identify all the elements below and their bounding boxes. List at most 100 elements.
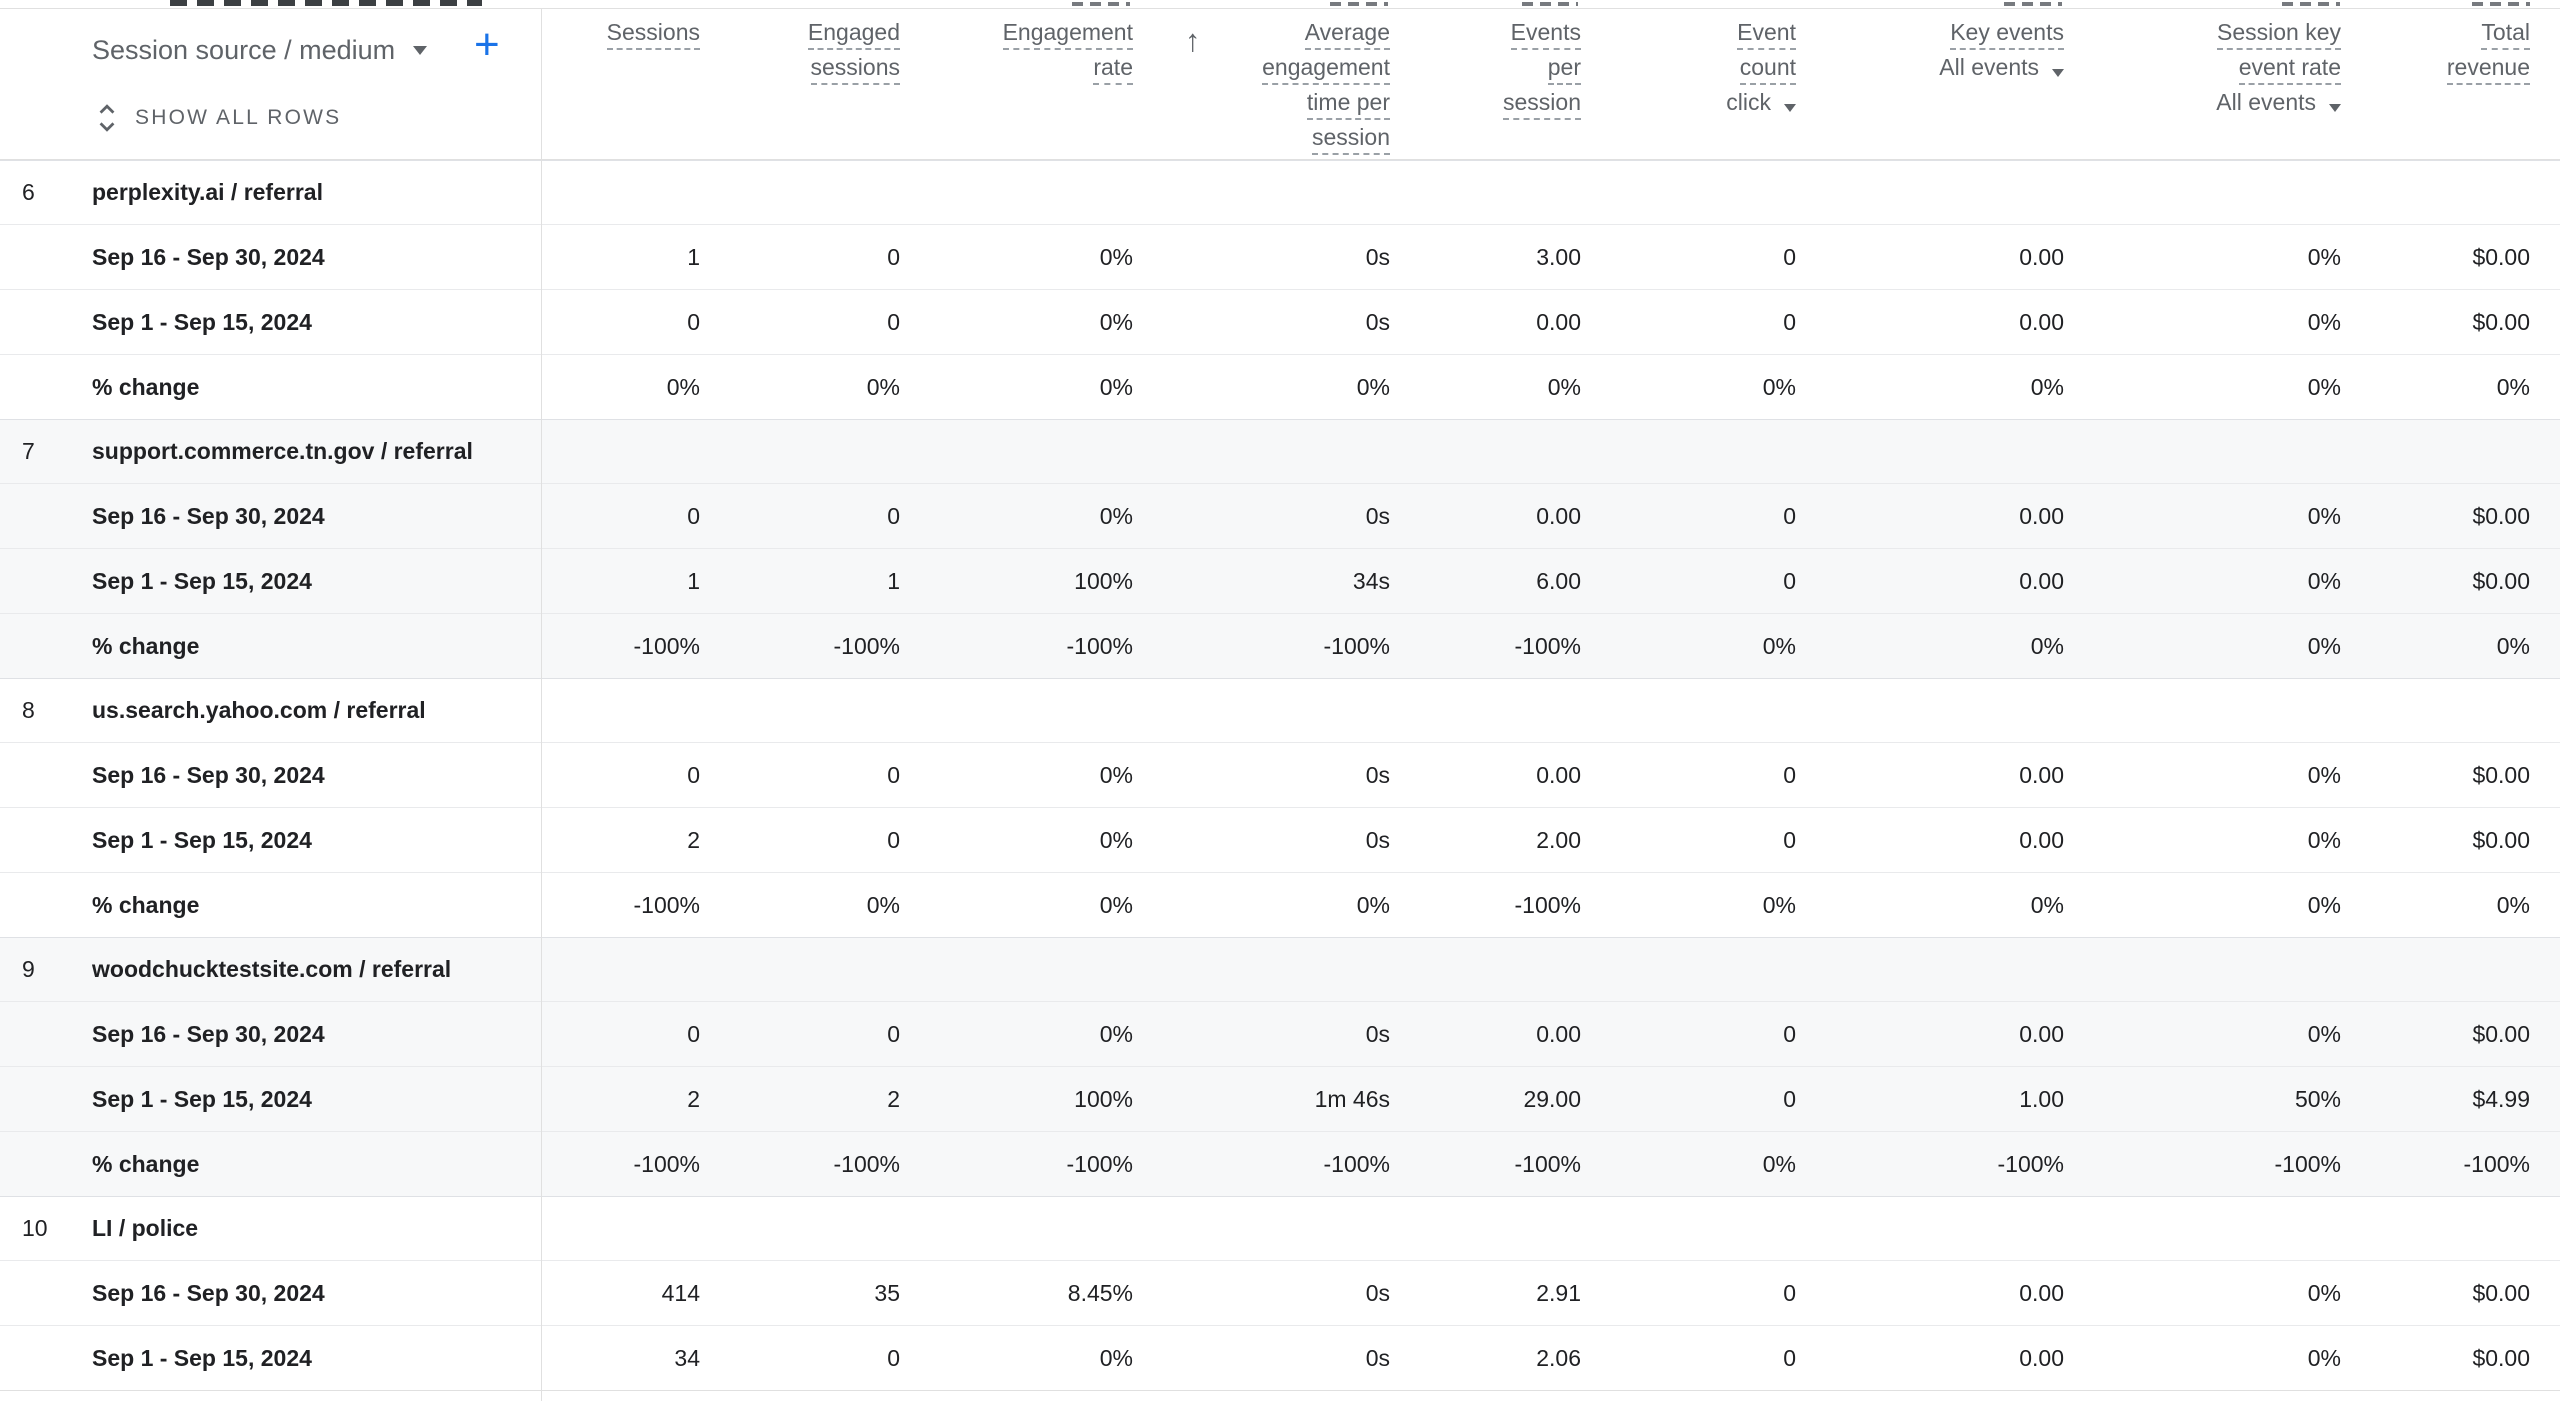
show-all-rows-label: SHOW ALL ROWS bbox=[135, 106, 342, 129]
column-header-label-line: session bbox=[1390, 89, 1581, 120]
cell-sessions: 2 bbox=[687, 1085, 700, 1112]
cell-key-events: 0% bbox=[2030, 373, 2064, 400]
column-header-label-line: Events bbox=[1390, 19, 1581, 50]
cell-key-events: 0.00 bbox=[2019, 761, 2064, 788]
cell-events-per-session: 29.00 bbox=[1523, 1085, 1581, 1112]
column-header-label-line: time per bbox=[1133, 89, 1390, 120]
cell-avg-engagement-time-per-session: 0s bbox=[1365, 1020, 1390, 1047]
cell-engaged-sessions: -100% bbox=[833, 1150, 900, 1177]
cell-avg-engagement-time-per-session: 0s bbox=[1365, 1344, 1390, 1371]
row-group-header: 6 perplexity.ai / referral bbox=[0, 160, 2560, 224]
dimension-label: Session source / medium bbox=[92, 35, 396, 65]
column-header-label-line: revenue bbox=[2341, 54, 2530, 85]
cell-engagement-rate: 0% bbox=[1099, 761, 1133, 788]
cell-sessions: -100% bbox=[633, 891, 700, 918]
cell-event-count: 0 bbox=[1783, 502, 1796, 529]
row-index: 7 bbox=[22, 438, 35, 464]
table-header: Session source / medium + SHOW ALL ROWS … bbox=[0, 9, 2560, 160]
cell-event-count: 0% bbox=[1762, 1150, 1796, 1177]
cell-total-revenue: $0.00 bbox=[2472, 1344, 2530, 1371]
column-header-engaged-sessions[interactable]: Engaged sessions bbox=[700, 9, 900, 159]
column-header-label-line: event rate bbox=[2064, 54, 2341, 85]
column-header-key-events[interactable]: Key events All events bbox=[1796, 9, 2064, 159]
cell-engagement-rate: -100% bbox=[1066, 1150, 1133, 1177]
cell-total-revenue: $0.00 bbox=[2472, 567, 2530, 594]
cell-event-count: 0% bbox=[1762, 891, 1796, 918]
row-label: % change bbox=[92, 373, 200, 400]
row-label: Sep 16 - Sep 30, 2024 bbox=[92, 243, 325, 270]
source-medium-value: support.commerce.tn.gov / referral bbox=[92, 438, 473, 464]
cell-session-key-event-rate: 0% bbox=[2307, 243, 2341, 270]
cell-session-key-event-rate: 50% bbox=[2294, 1085, 2341, 1112]
cell-events-per-session: 0.00 bbox=[1536, 502, 1581, 529]
chevron-down-icon bbox=[1784, 104, 1796, 112]
cell-total-revenue: $0.00 bbox=[2472, 1279, 2530, 1306]
cell-avg-engagement-time-per-session: 0s bbox=[1365, 826, 1390, 853]
cell-sessions: 0 bbox=[687, 1020, 700, 1047]
cell-key-events: 0.00 bbox=[2019, 567, 2064, 594]
column-header-sessions[interactable]: Sessions bbox=[541, 9, 700, 159]
table-row: Sep 1 - Sep 15, 2024 2 2 100% 1m 46s 29.00 0 1.… bbox=[0, 1066, 2560, 1131]
column-header-events-per-session[interactable]: Events per session bbox=[1390, 9, 1581, 159]
cell-total-revenue: $0.00 bbox=[2472, 502, 2530, 529]
cell-total-revenue: $0.00 bbox=[2472, 761, 2530, 788]
cell-key-events: -100% bbox=[1997, 1150, 2064, 1177]
row-group: 10 LI / police Sep 16 - Sep 30, 2024 414 35 8… bbox=[0, 1196, 2560, 1390]
cell-engaged-sessions: 1 bbox=[887, 567, 900, 594]
cell-key-events: 0.00 bbox=[2019, 1344, 2064, 1371]
show-all-rows-button[interactable]: SHOW ALL ROWS bbox=[94, 103, 341, 133]
cell-engaged-sessions: 0 bbox=[887, 826, 900, 853]
row-label: Sep 16 - Sep 30, 2024 bbox=[92, 761, 325, 788]
cell-session-key-event-rate: 0% bbox=[2307, 1020, 2341, 1047]
cell-session-key-event-rate: 0% bbox=[2307, 567, 2341, 594]
cell-events-per-session: -100% bbox=[1514, 632, 1581, 659]
cell-event-count: 0 bbox=[1783, 761, 1796, 788]
event-count-event-dropdown[interactable]: click bbox=[1581, 89, 1796, 115]
clipped-number-fragment bbox=[1522, 2, 1578, 6]
column-header-event-count[interactable]: Event count click bbox=[1581, 9, 1796, 159]
cell-key-events: 0.00 bbox=[2019, 826, 2064, 853]
cell-sessions: 1 bbox=[687, 567, 700, 594]
cell-avg-engagement-time-per-session: 1m 46s bbox=[1314, 1085, 1390, 1112]
row-group: 6 perplexity.ai / referral Sep 16 - Sep 30… bbox=[0, 160, 2560, 419]
cell-events-per-session: 0.00 bbox=[1536, 1020, 1581, 1047]
row-group-header: 7 support.commerce.tn.gov / referral bbox=[0, 419, 2560, 483]
column-header-total-revenue[interactable]: Total revenue bbox=[2341, 9, 2560, 159]
row-label: % change bbox=[92, 891, 200, 918]
cell-session-key-event-rate: 0% bbox=[2307, 761, 2341, 788]
session-key-event-rate-event-dropdown[interactable]: All events bbox=[2064, 89, 2341, 115]
add-dimension-button[interactable]: + bbox=[474, 20, 500, 69]
column-header-avg-engagement-time-per-session[interactable]: ↑ Average engagement time per session bbox=[1133, 9, 1390, 159]
cell-engagement-rate: 0% bbox=[1099, 1344, 1133, 1371]
cell-event-count: 0 bbox=[1783, 243, 1796, 270]
cell-sessions: 0 bbox=[687, 502, 700, 529]
cell-key-events: 0.00 bbox=[2019, 502, 2064, 529]
cell-avg-engagement-time-per-session: 0s bbox=[1365, 308, 1390, 335]
cell-event-count: 0 bbox=[1783, 826, 1796, 853]
row-label: Sep 1 - Sep 15, 2024 bbox=[92, 1085, 312, 1112]
table-row: Sep 16 - Sep 30, 2024 1 0 0% 0s 3.00 0 0.00 0% $0… bbox=[0, 224, 2560, 289]
cell-session-key-event-rate: 0% bbox=[2307, 308, 2341, 335]
cell-events-per-session: 0.00 bbox=[1536, 761, 1581, 788]
dimension-selector[interactable]: Session source / medium bbox=[92, 35, 428, 66]
cell-engagement-rate: 0% bbox=[1099, 502, 1133, 529]
key-events-event-dropdown[interactable]: All events bbox=[1796, 54, 2064, 80]
row-label: Sep 1 - Sep 15, 2024 bbox=[92, 567, 312, 594]
column-header-engagement-rate[interactable]: Engagement rate bbox=[900, 9, 1133, 159]
table-row: % change -100% -100% -100% -100% -100% 0% -100%… bbox=[0, 1131, 2560, 1196]
cell-events-per-session: 2.06 bbox=[1536, 1344, 1581, 1371]
cell-key-events: 0% bbox=[2030, 891, 2064, 918]
cell-sessions: 1 bbox=[687, 243, 700, 270]
column-header-label-line: Total bbox=[2341, 19, 2530, 50]
row-index: 6 bbox=[22, 179, 35, 205]
table-row: Sep 1 - Sep 15, 2024 1 1 100% 34s 6.00 0 0.00 0%… bbox=[0, 548, 2560, 613]
cell-event-count: 0 bbox=[1783, 567, 1796, 594]
column-header-session-key-event-rate[interactable]: Session key event rate All events bbox=[2064, 9, 2341, 159]
cell-event-count: 0% bbox=[1762, 632, 1796, 659]
cell-events-per-session: 0% bbox=[1547, 373, 1581, 400]
dropdown-selected-value: All events bbox=[1939, 54, 2039, 80]
cell-engaged-sessions: 0 bbox=[887, 1020, 900, 1047]
row-label: Sep 16 - Sep 30, 2024 bbox=[92, 1020, 325, 1047]
row-label: Sep 16 - Sep 30, 2024 bbox=[92, 502, 325, 529]
